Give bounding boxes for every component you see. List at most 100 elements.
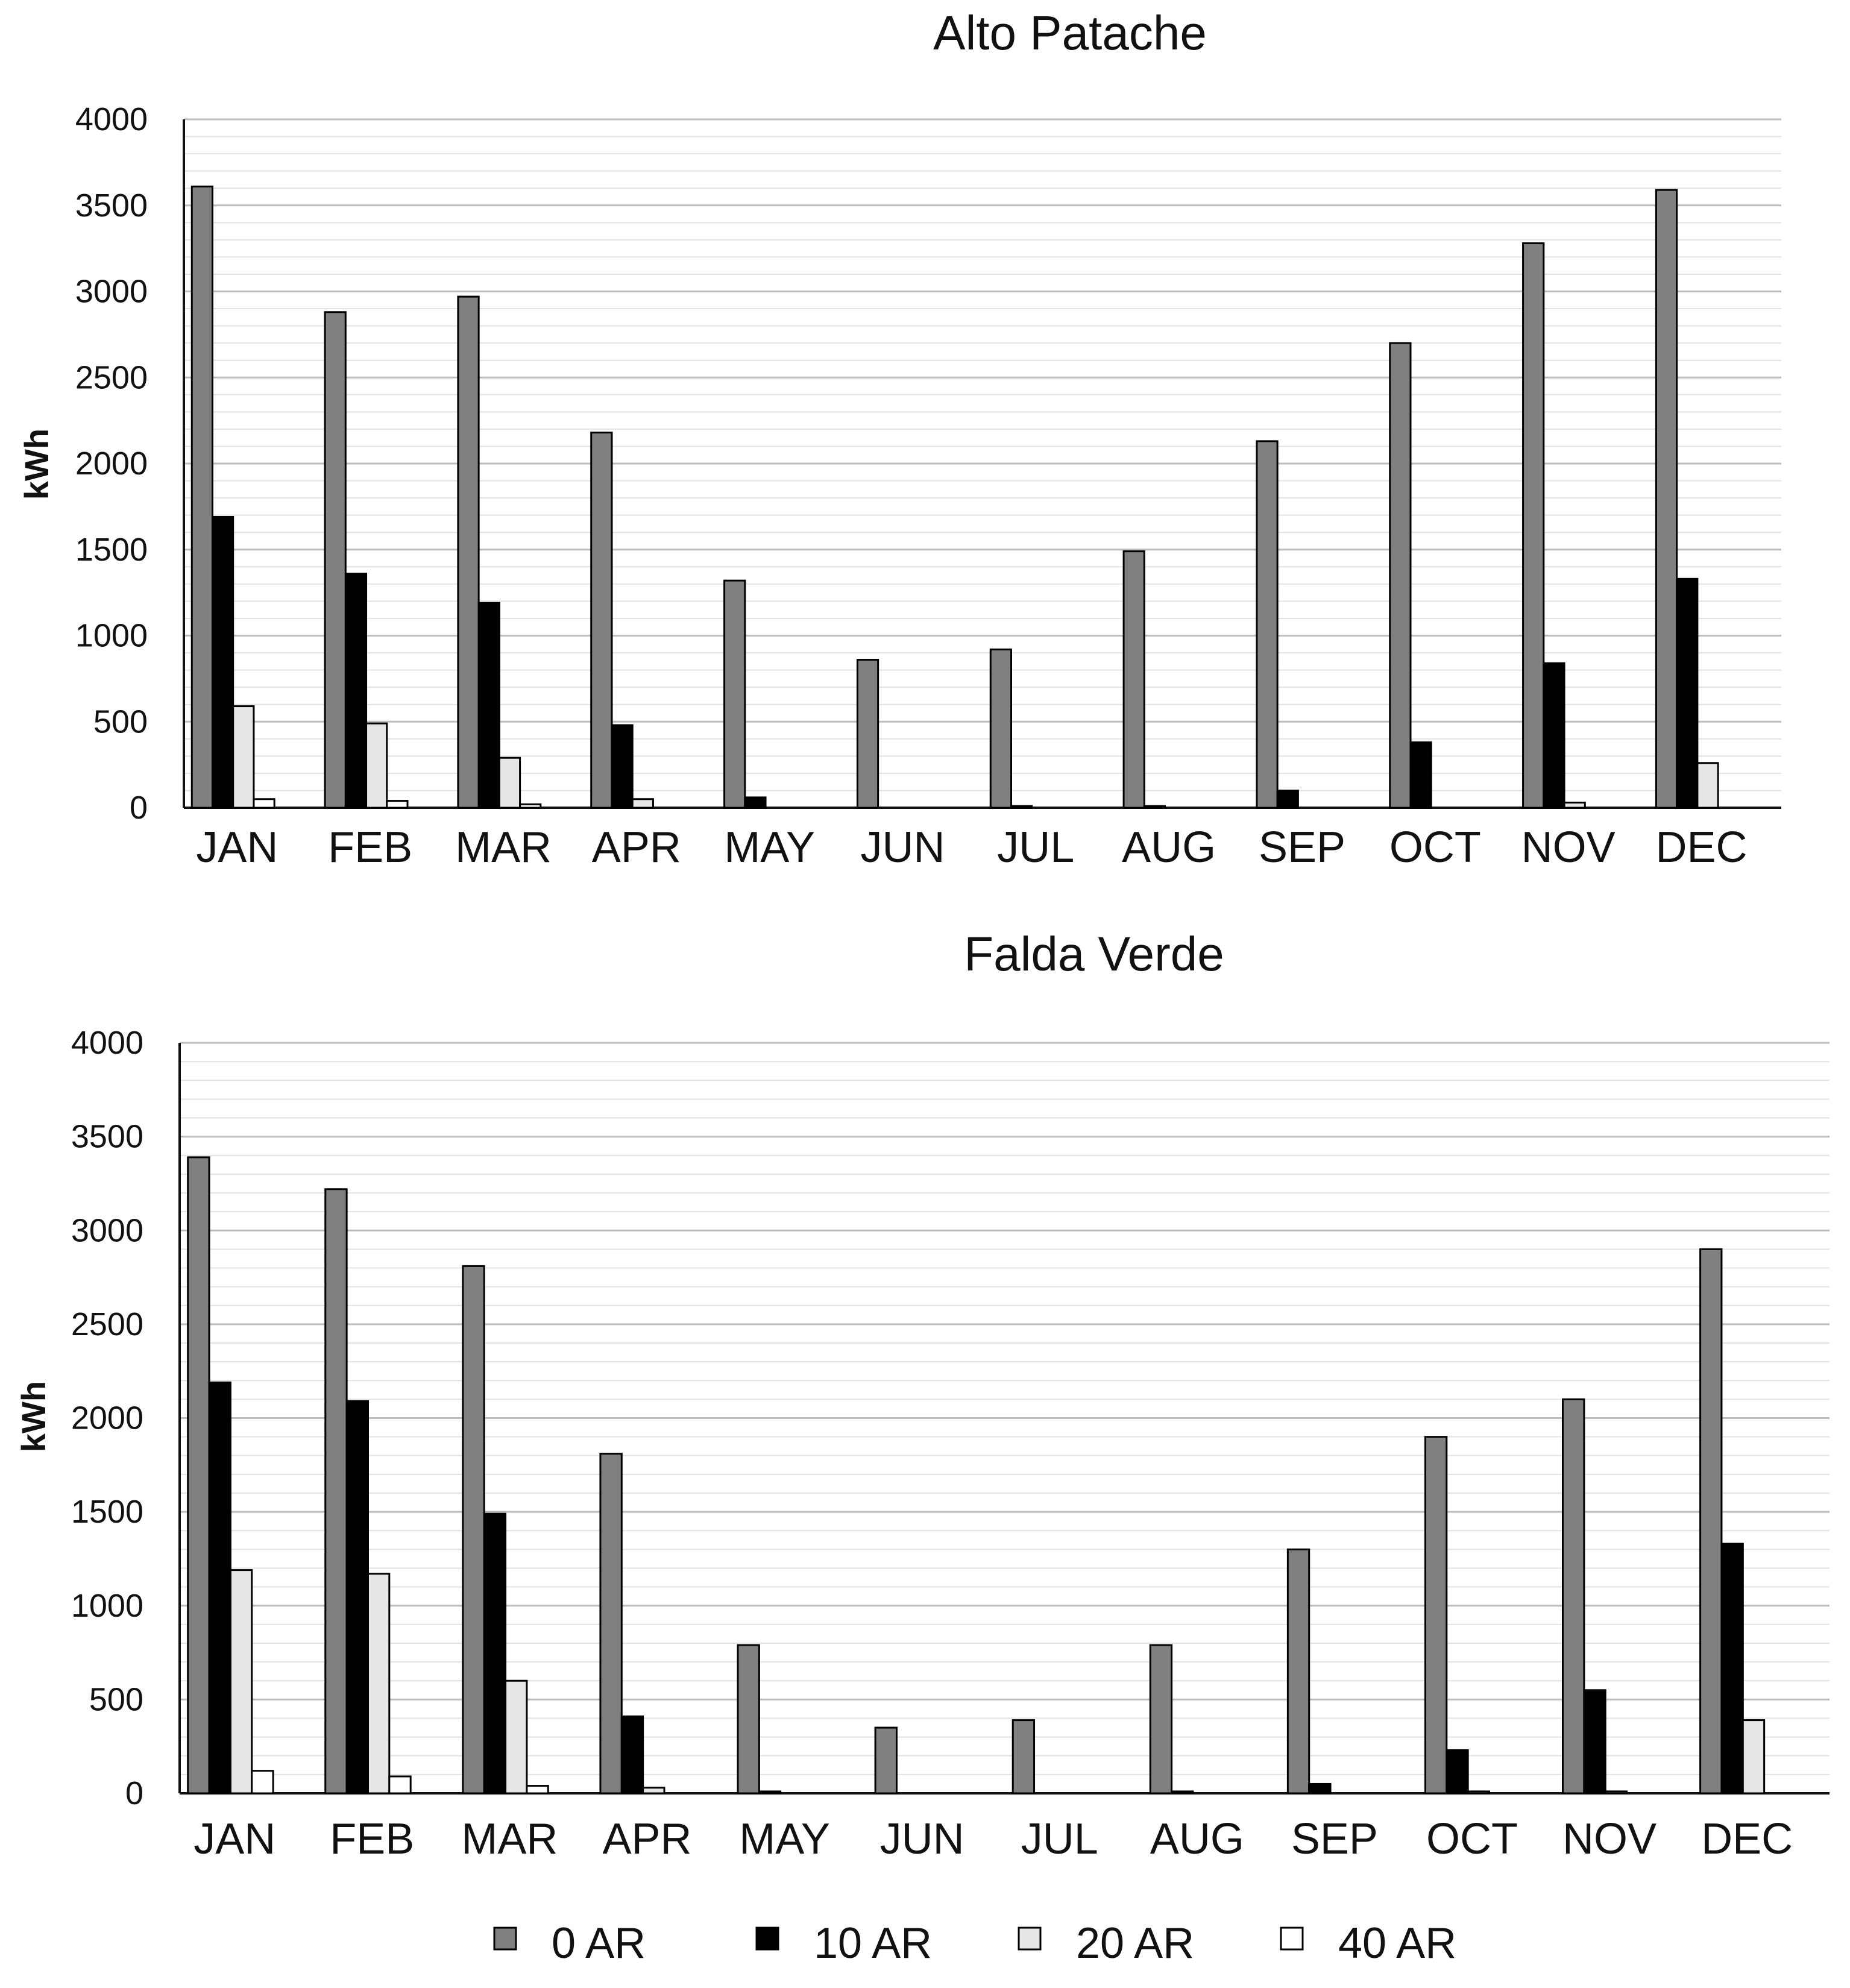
- bar: [1696, 762, 1719, 809]
- y-axis-label: kWh: [14, 1381, 52, 1452]
- bar: [457, 295, 480, 809]
- bar: [208, 1381, 231, 1795]
- bar: [642, 1787, 665, 1795]
- y-tick-label: 3000: [75, 274, 148, 310]
- bar: [365, 722, 388, 809]
- legend-label: 20 AR: [1076, 1919, 1194, 1968]
- y-tick-label: 1000: [75, 618, 148, 654]
- y-tick-label: 2500: [75, 359, 148, 395]
- bar: [874, 1726, 898, 1795]
- legend-swatch: [755, 1927, 779, 1951]
- bar: [1720, 1543, 1744, 1795]
- bar: [253, 798, 275, 809]
- x-tick-label: DEC: [1701, 1815, 1793, 1863]
- x-tick-label: JUL: [1021, 1815, 1098, 1863]
- bar: [1308, 1782, 1332, 1795]
- bar: [1699, 1248, 1723, 1795]
- y-tick-label: 3500: [71, 1119, 143, 1155]
- bar: [758, 1790, 782, 1795]
- x-tick-label: OCT: [1426, 1815, 1518, 1863]
- plot-area: 0 500 1000 1500 2000 2500 3000 3500 4000 JAN FEB MA…: [75, 101, 1781, 872]
- bar: [1467, 1790, 1490, 1795]
- chart-falda-verde: Falda Verde kWh 0 500 1000 1500 2000 2500 3000…: [14, 927, 1830, 1863]
- bar: [1741, 1719, 1766, 1795]
- y-tick-label: 4000: [75, 101, 148, 137]
- plot-area: 0 500 1000 1500 2000 2500 3000 3500 4000 JAN FEB MA…: [71, 1025, 1830, 1863]
- x-tick-label: OCT: [1389, 823, 1481, 872]
- y-tick-label: 3500: [75, 187, 148, 224]
- bar: [599, 1453, 623, 1795]
- x-tick-label: JUL: [997, 823, 1074, 872]
- x-tick-label: JUN: [880, 1815, 964, 1863]
- bar: [1522, 242, 1545, 809]
- bar: [251, 1770, 274, 1795]
- x-tick-label: SEP: [1291, 1815, 1378, 1863]
- y-tick-label: 1500: [75, 532, 148, 568]
- y-tick-label: 2000: [71, 1400, 143, 1436]
- bar: [211, 516, 234, 809]
- bar: [631, 798, 654, 809]
- y-tick-label: 500: [93, 703, 148, 740]
- y-tick-label: 1000: [71, 1588, 143, 1624]
- bar: [190, 185, 213, 809]
- bar: [1389, 342, 1412, 809]
- bar: [1562, 1398, 1585, 1795]
- bar: [483, 1512, 507, 1795]
- bar: [590, 432, 613, 809]
- x-tick-label: JAN: [196, 823, 278, 872]
- bar: [505, 1679, 528, 1795]
- x-tick-label: DEC: [1655, 823, 1747, 872]
- bar: [620, 1715, 644, 1795]
- bar: [1543, 662, 1565, 809]
- bar: [477, 602, 500, 809]
- legend-label: 0 AR: [552, 1919, 646, 1968]
- chart-title: Alto Patache: [933, 6, 1207, 60]
- bar: [1171, 1790, 1194, 1795]
- bar: [1256, 440, 1279, 809]
- y-tick-label: 3000: [71, 1212, 143, 1248]
- y-tick-label: 1500: [71, 1494, 143, 1530]
- bar: [1583, 1689, 1606, 1795]
- bar: [1424, 1436, 1448, 1795]
- x-tick-label: JUN: [861, 823, 945, 872]
- legend-label: 40 AR: [1338, 1919, 1456, 1968]
- bar: [388, 1775, 412, 1795]
- bar: [367, 1573, 391, 1795]
- y-tick-label: 2500: [71, 1306, 143, 1342]
- x-tick-label: AUG: [1122, 823, 1216, 872]
- bar: [519, 803, 542, 809]
- y-tick-label: 4000: [71, 1025, 143, 1061]
- bar: [324, 1188, 348, 1795]
- bar: [1446, 1749, 1469, 1795]
- x-tick-label: MAY: [739, 1815, 830, 1863]
- bar: [345, 1400, 369, 1795]
- bar: [856, 658, 879, 809]
- bar: [1286, 1548, 1310, 1795]
- bar: [526, 1785, 549, 1795]
- bar: [232, 705, 255, 809]
- x-tick-label: APR: [592, 823, 681, 872]
- x-tick-label: FEB: [328, 823, 412, 872]
- bar: [1676, 577, 1699, 809]
- bar: [344, 573, 368, 809]
- bar: [1122, 550, 1145, 809]
- bar: [723, 579, 746, 809]
- x-tick-label: JAN: [193, 1815, 275, 1863]
- bar: [1604, 1790, 1628, 1795]
- x-tick-label: NOV: [1562, 1815, 1657, 1863]
- bar: [1409, 741, 1432, 809]
- bar: [386, 800, 409, 809]
- x-tick-label: MAR: [455, 823, 552, 872]
- bar: [744, 796, 767, 809]
- legend-item: 0 AR: [493, 1919, 646, 1968]
- bar: [498, 757, 521, 809]
- bar: [229, 1569, 253, 1795]
- legend-swatch: [1280, 1927, 1304, 1951]
- y-tick-label: 0: [130, 790, 148, 826]
- x-tick-label: NOV: [1521, 823, 1616, 872]
- bar: [462, 1265, 485, 1795]
- y-tick-label: 0: [125, 1775, 143, 1811]
- legend-swatch: [493, 1927, 517, 1951]
- bar: [1143, 805, 1166, 809]
- x-tick-label: FEB: [330, 1815, 414, 1863]
